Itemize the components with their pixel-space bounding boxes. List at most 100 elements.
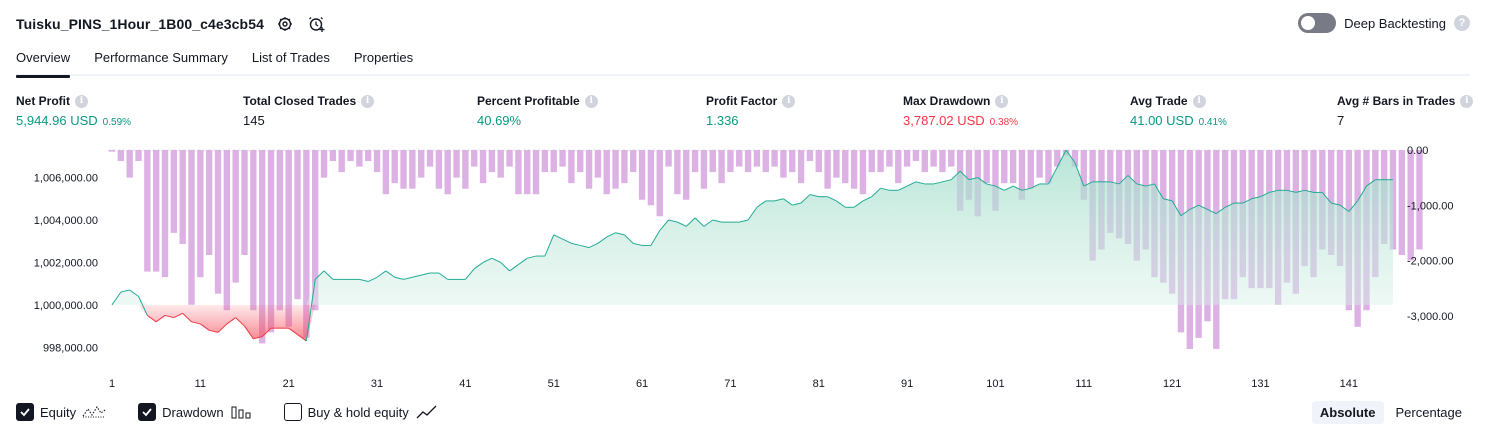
equity-segment xyxy=(712,219,722,223)
metric-profit-factor: Profit Factor i 1.336 xyxy=(706,94,796,128)
drawdown-bar xyxy=(161,150,169,278)
right-axis: 0.00 -1,000.00 -2,000.00 -3,000.00 xyxy=(1407,145,1453,323)
metric-value: 145 xyxy=(243,113,265,128)
info-icon[interactable]: i xyxy=(995,94,1009,108)
drawdown-bar xyxy=(479,150,487,184)
drawdown-bar xyxy=(612,150,619,189)
drawdown-bar xyxy=(744,150,752,173)
equity-segment xyxy=(1348,200,1359,212)
metric-value: 41.00 USD xyxy=(1130,113,1194,128)
gear-icon[interactable] xyxy=(274,13,296,35)
tab-overview[interactable]: Overview xyxy=(16,46,71,78)
question-icon[interactable]: ? xyxy=(1454,15,1470,31)
drawdown-checkbox[interactable] xyxy=(138,403,157,421)
equity-segment xyxy=(580,244,590,249)
equity-loss-area xyxy=(112,304,1393,341)
equity-segment xyxy=(1154,183,1164,200)
equity-segment xyxy=(650,230,661,246)
buy-hold-checkbox[interactable] xyxy=(283,403,302,421)
equity-segment xyxy=(677,221,687,227)
equity-toggle[interactable]: Equity xyxy=(16,403,106,421)
equity-segment xyxy=(1136,183,1146,187)
drawdown-toggle[interactable]: Drawdown xyxy=(138,403,251,421)
equity-segment xyxy=(1251,196,1261,200)
equity-segment xyxy=(261,327,272,338)
drawdown-bar xyxy=(753,150,761,167)
equity-segment xyxy=(633,242,643,246)
tab-list-of-trades[interactable]: List of Trades xyxy=(251,50,330,65)
drawdown-bar xyxy=(1009,150,1017,184)
metric-label: Avg Trade xyxy=(1130,94,1188,108)
info-icon[interactable]: i xyxy=(1460,94,1474,108)
metric-label: Percent Profitable xyxy=(477,94,580,108)
equity-segment xyxy=(509,264,519,272)
tab-performance-summary[interactable]: Performance Summary xyxy=(94,50,228,65)
buy-hold-toggle[interactable]: Buy & hold equity xyxy=(283,403,439,421)
equity-segment xyxy=(1207,208,1217,215)
info-icon[interactable]: i xyxy=(584,94,598,108)
info-icon[interactable]: i xyxy=(361,94,375,108)
metric-percent: 0.41% xyxy=(1198,117,1227,128)
equity-segment xyxy=(862,196,872,202)
equity-segment xyxy=(1012,185,1023,191)
x-axis-tick: 21 xyxy=(283,378,295,390)
x-axis-tick: 11 xyxy=(195,378,206,390)
drawdown-bar xyxy=(647,150,655,206)
drawdown-bar xyxy=(1398,150,1406,255)
equity-segment xyxy=(376,270,387,278)
drawdown-bar xyxy=(126,150,133,178)
equity-segment xyxy=(1065,149,1076,164)
equity-segment xyxy=(968,177,978,181)
equity-segment xyxy=(164,314,174,319)
metric-label: Profit Factor xyxy=(706,94,778,108)
drawdown-bar xyxy=(285,150,292,327)
drawdown-bar xyxy=(903,150,911,167)
equity-segment xyxy=(359,278,369,283)
equity-segment xyxy=(959,170,970,181)
equity-segment xyxy=(403,276,413,280)
tab-properties[interactable]: Properties xyxy=(353,50,414,65)
equity-drawdown-chart[interactable]: 998,000.00 1,000,000.00 1,002,000.00 1,004,… xyxy=(0,140,1486,395)
metric-percent: 0.59% xyxy=(102,117,132,128)
metric-percent: 0.38% xyxy=(989,117,1019,128)
equity-segment xyxy=(783,198,793,206)
equity-segment xyxy=(412,274,422,278)
deep-backtesting-toggle[interactable] xyxy=(1298,13,1337,33)
info-icon[interactable]: i xyxy=(1192,94,1206,108)
drawdown-bar xyxy=(232,150,239,283)
equity-segment xyxy=(774,198,784,202)
metric-label: Max Drawdown xyxy=(903,94,991,108)
equity-checkbox[interactable] xyxy=(16,403,34,421)
drawdown-bar xyxy=(674,150,681,195)
drawdown-bar xyxy=(532,150,540,195)
metric-value: 5,944.96 USD xyxy=(16,113,98,128)
drawdown-bar xyxy=(709,150,716,173)
equity-segment xyxy=(217,323,228,333)
percentage-button[interactable]: Percentage xyxy=(1395,405,1463,420)
drawdown-bar xyxy=(665,150,672,167)
info-icon[interactable]: i xyxy=(75,94,88,108)
drawdown-bar xyxy=(365,150,372,162)
metric-value: 40.69% xyxy=(477,113,522,128)
drawdown-bar xyxy=(585,150,593,189)
equity-segment xyxy=(518,257,528,265)
drawdown-bar xyxy=(895,150,902,184)
drawdown-bar xyxy=(1416,150,1423,250)
equity-segment xyxy=(809,194,819,198)
equity-segment xyxy=(615,232,625,236)
equity-segment xyxy=(138,296,148,316)
drawdown-bar xyxy=(391,150,398,184)
drawdown-bar xyxy=(859,150,867,195)
left-axis-tick: 1,004,000.00 xyxy=(34,215,98,227)
info-icon[interactable]: i xyxy=(782,94,796,108)
alarm-clock-add-icon[interactable] xyxy=(306,13,328,35)
equity-segment xyxy=(685,217,696,227)
absolute-button[interactable]: Absolute xyxy=(1311,401,1384,424)
x-axis-tick: 61 xyxy=(636,378,648,390)
equity-segment xyxy=(1030,183,1040,189)
x-axis-tick: 121 xyxy=(1163,378,1181,390)
equity-segment xyxy=(871,187,881,198)
equity-segment xyxy=(898,185,908,191)
equity-segment xyxy=(155,315,166,323)
drawdown-bar xyxy=(188,150,195,305)
